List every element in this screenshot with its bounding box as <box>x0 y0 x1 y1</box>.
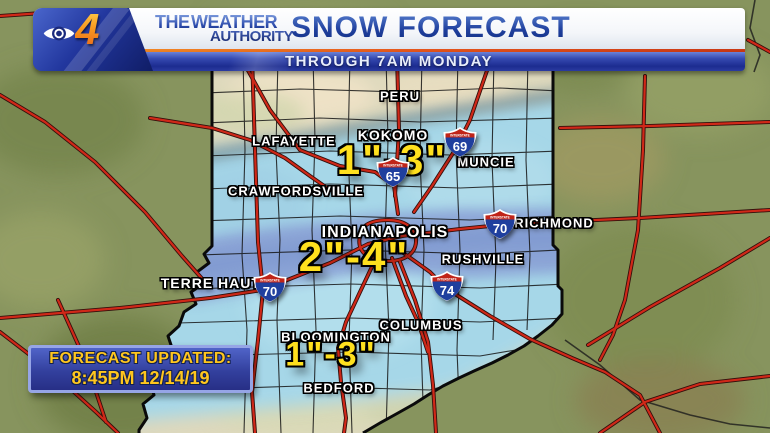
shield-caption: INTERSTATE <box>490 215 510 219</box>
interstate-shield-70-west: INTERSTATE 70 <box>252 271 288 303</box>
brand-line-authority: AUTHORITY <box>155 29 294 44</box>
forecast-updated-time: 8:45PM 12/14/19 <box>71 367 210 388</box>
shield-number: 70 <box>493 221 507 236</box>
brand-name: THE WEATHER AUTHORITY <box>155 13 294 44</box>
subtitle-text: THROUGH 7AM MONDAY <box>284 53 494 70</box>
interstate-shield-69: INTERSTATE 69 <box>442 126 478 158</box>
city-label-terre-haute: TERRE HAUTE <box>160 275 272 291</box>
interstate-shield-65: INTERSTATE 65 <box>375 156 411 188</box>
shield-caption: INTERSTATE <box>437 277 457 281</box>
city-label-kokomo: KOKOMO <box>357 127 429 143</box>
shield-number: 65 <box>386 169 400 184</box>
station-number: 4 <box>75 5 100 54</box>
forecast-updated-box: FORECAST UPDATED: 8:45PM 12/14/19 <box>28 345 253 393</box>
snow-edge-shadow <box>180 85 562 167</box>
city-label-richmond: RICHMOND <box>514 215 594 231</box>
city-label-peru: PERU <box>379 88 421 104</box>
cbs-eye-icon <box>43 26 75 41</box>
city-label-indianapolis: INDIANAPOLIS <box>321 224 449 241</box>
interstate-shield-74: INTERSTATE 74 <box>429 270 465 302</box>
snow-forecast-title: SNOW FORECAST <box>291 11 571 44</box>
city-label-crawfordsville: CRAWFORDSVILLE <box>227 183 365 199</box>
shield-caption: INTERSTATE <box>383 163 403 167</box>
city-label-bedford: BEDFORD <box>303 380 375 396</box>
city-label-lafayette: LAFAYETTE <box>252 133 336 149</box>
banner-white-strip <box>33 8 745 49</box>
brand-line-weather: THE WEATHER <box>155 13 293 31</box>
shield-caption: INTERSTATE <box>450 133 470 137</box>
city-label-bloomington: BLOOMINGTON <box>281 329 391 345</box>
shield-caption: INTERSTATE <box>260 278 280 282</box>
station-logo-panel: 4 <box>33 8 153 71</box>
header-banner: THROUGH 7AM MONDAY 4 THE WEATHER AUTHORI… <box>33 8 745 71</box>
forecast-updated-label: FORECAST UPDATED: <box>49 349 232 367</box>
city-label-rushville: RUSHVILLE <box>441 251 525 267</box>
interstate-shield-70-east: INTERSTATE 70 <box>482 208 518 240</box>
snow-amount-label-central: 2"-4" <box>298 233 410 280</box>
snow-amount-label-south: 1"-3" <box>285 335 377 374</box>
city-label-muncie: MUNCIE <box>457 154 515 170</box>
shield-number: 69 <box>453 139 467 154</box>
city-label-columbus: COLUMBUS <box>379 317 463 333</box>
shield-number: 74 <box>440 283 455 298</box>
banner-accent-line <box>33 49 745 52</box>
indiana-state-border <box>137 56 564 433</box>
shield-number: 70 <box>263 284 277 299</box>
